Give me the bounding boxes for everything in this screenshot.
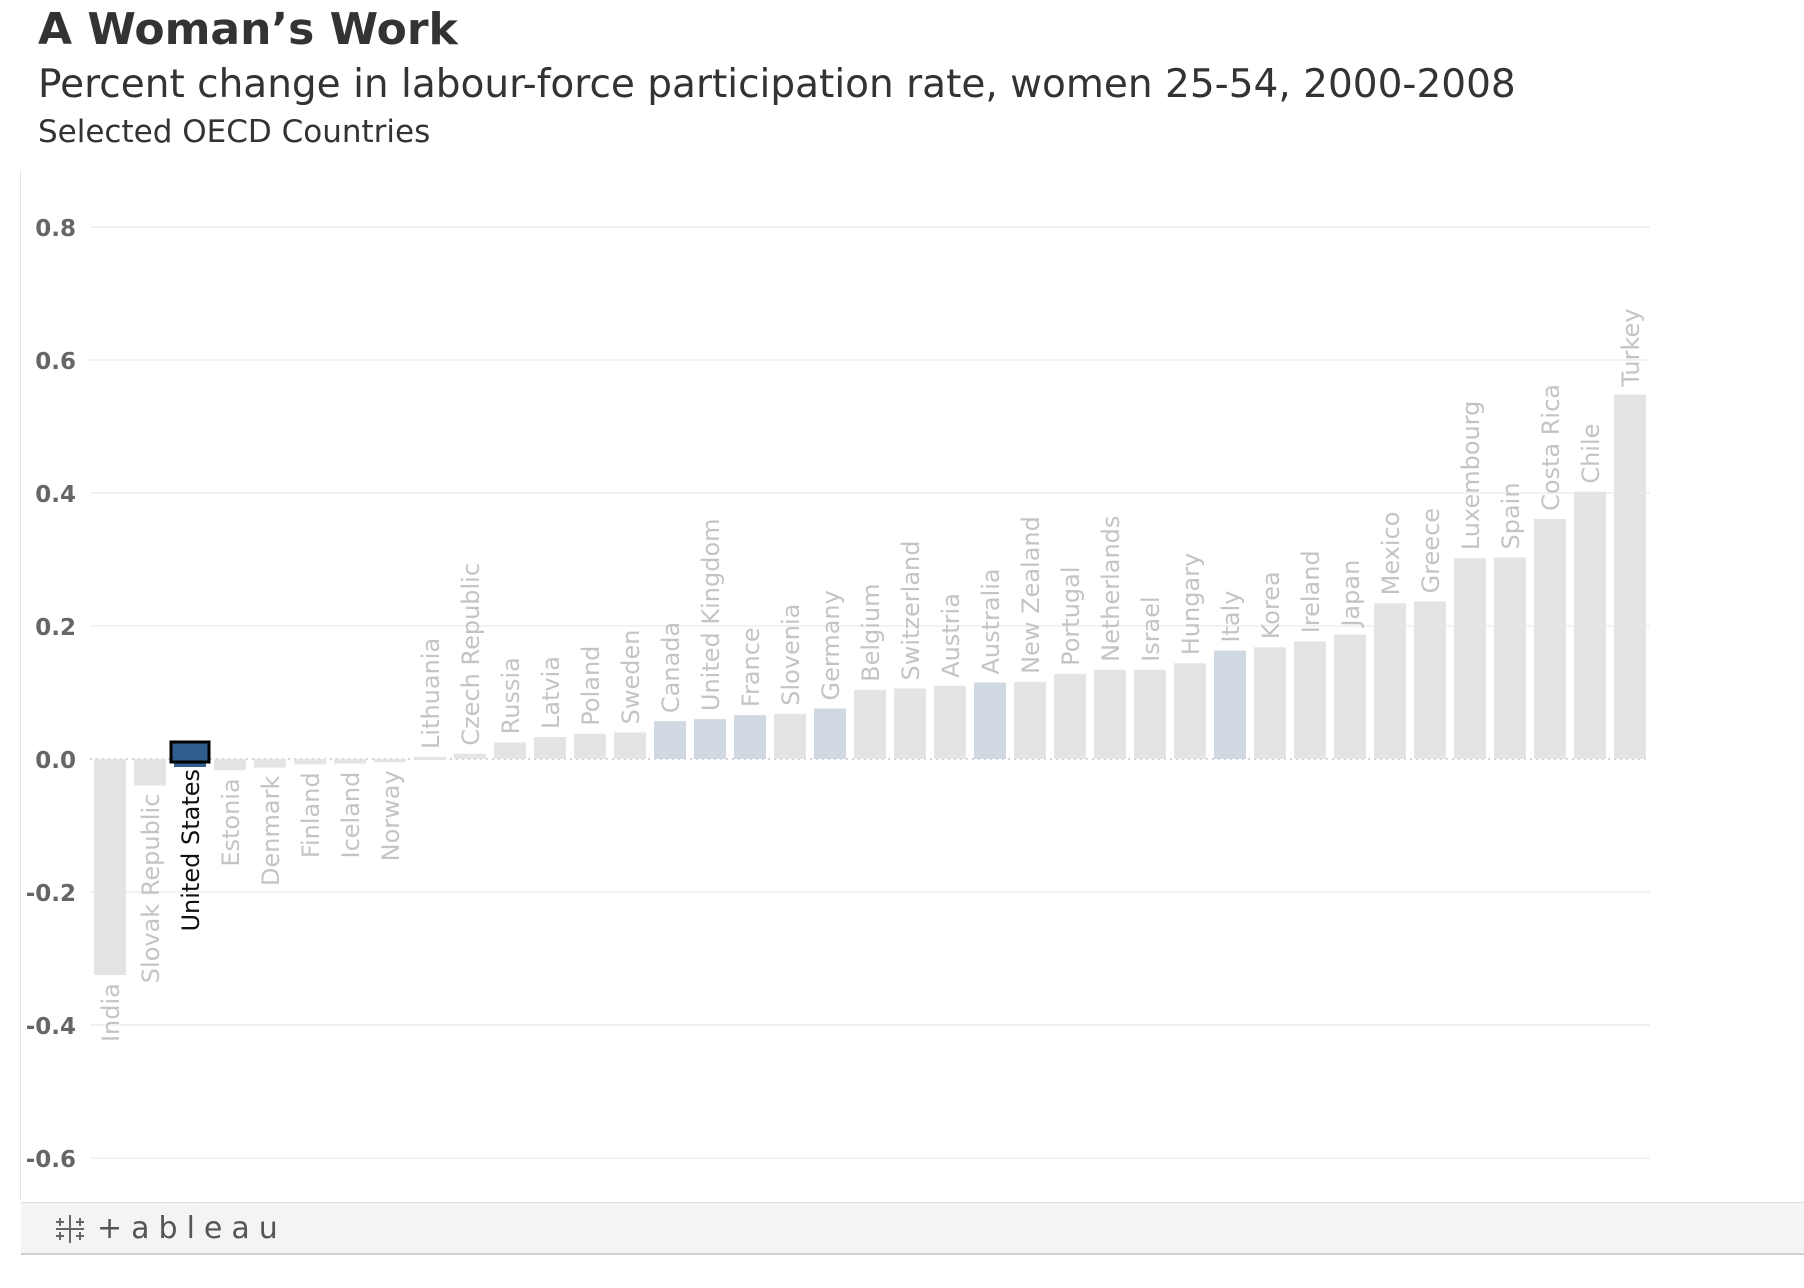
bar-label: United States (177, 769, 205, 932)
bar-label: Slovak Republic (137, 794, 165, 984)
tableau-logo[interactable]: +ableau (53, 1211, 287, 1246)
bar-label: Estonia (217, 778, 245, 866)
bar-estonia[interactable] (214, 759, 246, 771)
bar-label: Canada (657, 622, 685, 713)
bar-label: Iceland (337, 772, 365, 859)
bar-netherlands[interactable] (1094, 669, 1126, 759)
bar-label: Australia (977, 568, 1005, 674)
bar-korea[interactable] (1254, 647, 1286, 759)
bar-label: Latvia (537, 656, 565, 729)
bar-label: Netherlands (1097, 516, 1125, 662)
bar-label: United Kingdom (697, 518, 725, 711)
bar-label: Austria (937, 593, 965, 678)
bar-australia[interactable] (974, 682, 1006, 759)
bar-ireland[interactable] (1294, 641, 1326, 759)
bar-austria[interactable] (934, 685, 966, 759)
y-tick-label: 0.2 (35, 615, 76, 641)
bar-label: Costa Rica (1537, 384, 1565, 511)
bar-slovak-republic[interactable] (134, 759, 166, 786)
bar-norway[interactable] (374, 759, 406, 763)
tableau-cross-icon (56, 1214, 84, 1243)
bar-israel[interactable] (1134, 669, 1166, 759)
bar-label: Poland (577, 646, 605, 726)
bar-label: Portugal (1057, 566, 1085, 665)
bar-sweden[interactable] (614, 732, 646, 759)
bar-finland[interactable] (294, 759, 326, 765)
bar-spain[interactable] (1494, 557, 1526, 759)
bar-label: Japan (1337, 560, 1365, 629)
chart-subtitle-secondary: Selected OECD Countries (38, 114, 431, 150)
bar-label: Turkey (1617, 308, 1645, 387)
bar-label: Sweden (617, 630, 645, 725)
bar-poland[interactable] (574, 733, 606, 759)
bar-label: Slovenia (777, 604, 805, 706)
bar-latvia[interactable] (534, 737, 566, 759)
tableau-footer: +ableau (21, 1202, 1804, 1255)
bar-lithuania[interactable] (414, 757, 446, 761)
bar-label: Korea (1257, 571, 1285, 639)
bar-germany[interactable] (814, 708, 846, 759)
bar-czech-republic[interactable] (454, 753, 486, 759)
bar-belgium[interactable] (854, 689, 886, 759)
bar-france[interactable] (734, 715, 766, 759)
bar-label: Spain (1497, 482, 1525, 549)
bar-luxembourg[interactable] (1454, 558, 1486, 759)
y-tick-label: 0.0 (35, 748, 76, 774)
y-tick-label: 0.8 (35, 216, 76, 242)
bar-label: Switzerland (897, 541, 925, 681)
bar-label: Lithuania (417, 638, 445, 749)
bar-italy[interactable] (1214, 650, 1246, 759)
bar-switzerland[interactable] (894, 688, 926, 759)
bar-greece[interactable] (1414, 601, 1446, 759)
bar-label: Germany (817, 590, 845, 700)
bar-labels: India Slovak Republic United States Estonia… (97, 308, 1645, 1042)
chart-title: A Woman’s Work (38, 4, 458, 55)
y-tick-label: -0.4 (26, 1014, 76, 1040)
bar-label: France (737, 627, 765, 707)
y-tick-label: 0.6 (35, 349, 76, 375)
bar-label: Russia (497, 657, 525, 734)
bar-label: Ireland (1297, 550, 1325, 633)
bar-label: Belgium (857, 583, 885, 681)
bar-russia[interactable] (494, 742, 526, 759)
bar-iceland[interactable] (334, 759, 366, 764)
bar-chile[interactable] (1574, 491, 1606, 759)
bar-portugal[interactable] (1054, 673, 1086, 759)
bar-costa-rica[interactable] (1534, 518, 1566, 759)
y-tick-label: -0.2 (26, 881, 76, 907)
bar-canada[interactable] (654, 721, 686, 759)
bar-slovenia[interactable] (774, 713, 806, 759)
selected-bar-highlight[interactable] (169, 740, 211, 764)
bar-label: Norway (377, 770, 405, 861)
tableau-logo-text: +ableau (97, 1211, 287, 1246)
bar-india[interactable] (94, 759, 126, 976)
bar-hungary[interactable] (1174, 663, 1206, 759)
bar-united-kingdom[interactable] (694, 719, 726, 759)
bar-label: India (97, 983, 125, 1042)
bar-label: Greece (1417, 508, 1445, 593)
bar-label: Czech Republic (457, 563, 485, 746)
y-axis: -0.6 -0.4 -0.2 0.0 0.2 0.4 0.6 0.8 (26, 216, 76, 1173)
bar-label: Luxembourg (1457, 401, 1485, 551)
y-tick-label: -0.6 (26, 1147, 76, 1173)
bar-label: Denmark (257, 776, 285, 886)
bar-label: Chile (1577, 424, 1605, 484)
bar-label: New Zealand (1017, 516, 1045, 674)
bar-label: Mexico (1377, 512, 1405, 596)
bar-turkey[interactable] (1614, 394, 1646, 759)
chart-subtitle: Percent change in labour-force participa… (38, 62, 1516, 107)
bar-label: Finland (297, 772, 325, 858)
y-tick-label: 0.4 (35, 482, 76, 508)
bar-mexico[interactable] (1374, 603, 1406, 759)
bar-new-zealand[interactable] (1014, 681, 1046, 759)
pane-divider (20, 170, 21, 1200)
bar-label: Israel (1137, 596, 1165, 662)
bar-japan[interactable] (1334, 634, 1366, 759)
bar-label: Italy (1217, 591, 1245, 643)
bar-label: Hungary (1177, 553, 1205, 655)
bars (94, 394, 1646, 976)
bar-chart: -0.6 -0.4 -0.2 0.0 0.2 0.4 0.6 0.8 India Slovak … (26, 216, 1650, 1173)
bar-denmark[interactable] (254, 759, 286, 768)
